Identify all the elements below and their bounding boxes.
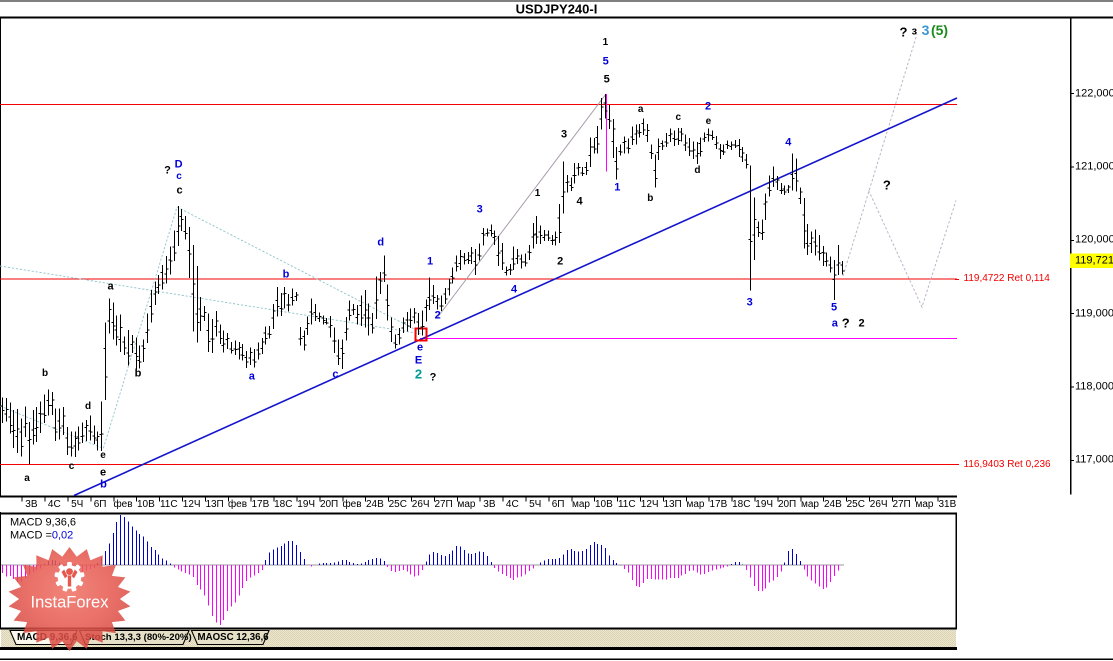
svg-text:InstaForex: InstaForex (31, 594, 110, 612)
